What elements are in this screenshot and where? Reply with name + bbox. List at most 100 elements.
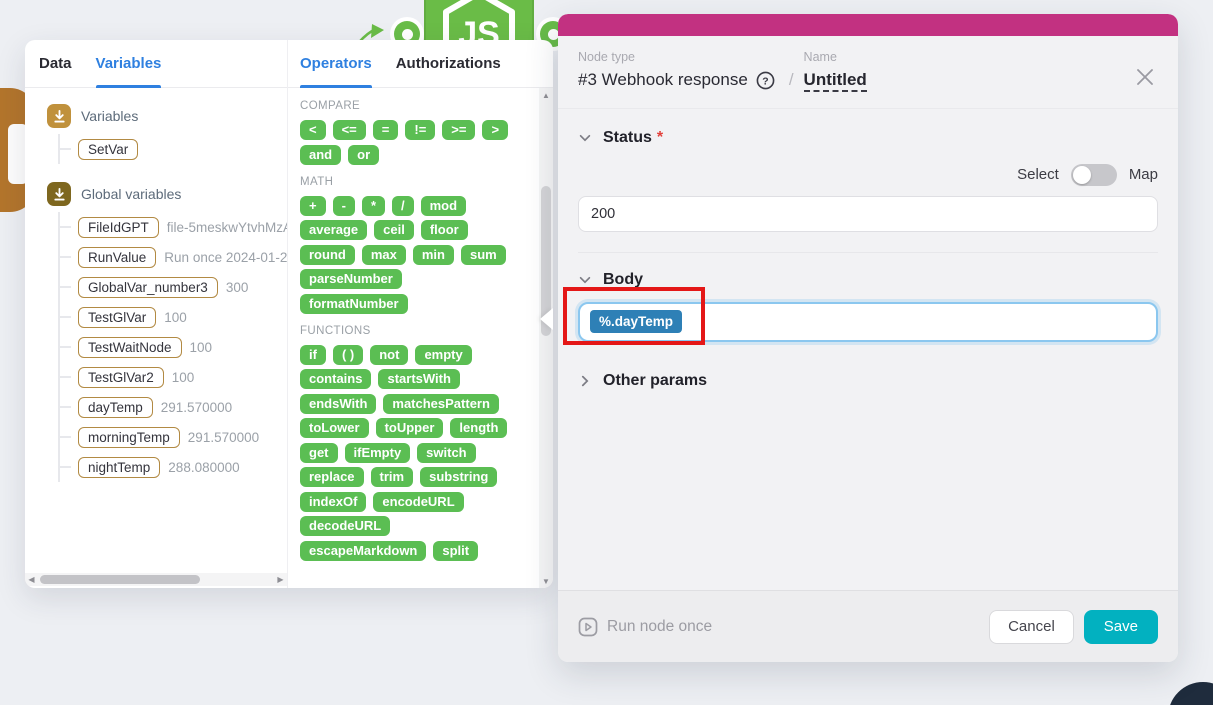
body-input[interactable]: %.dayTemp (578, 301, 1158, 342)
inspector-header: Node type #3 Webhook response ? / Name U… (558, 36, 1178, 109)
operator-button[interactable]: length (450, 418, 508, 438)
tab-operators[interactable]: Operators (300, 40, 372, 88)
operator-button[interactable]: or (348, 144, 380, 165)
status-section-header[interactable]: Status * (578, 129, 1158, 147)
operator-button[interactable]: endsWith (300, 393, 377, 414)
operator-button[interactable]: toUpper (375, 418, 444, 438)
variable-value: 288.080000 (168, 459, 240, 475)
operator-button[interactable]: sum (460, 244, 506, 265)
scroll-left-icon[interactable]: ◀ (28, 575, 35, 584)
operator-button[interactable]: != (405, 120, 436, 140)
operator-button[interactable]: round (300, 244, 355, 265)
operator-button[interactable]: contains (300, 369, 372, 389)
operator-button[interactable]: escapeMarkdown (300, 540, 427, 561)
toggle-knob (1072, 165, 1091, 184)
operator-button[interactable]: ceil (374, 220, 414, 240)
operator-button[interactable]: indexOf (300, 491, 367, 512)
vscroll-thumb[interactable] (541, 186, 551, 336)
operator-button[interactable]: formatNumber (300, 293, 408, 314)
variable-chip[interactable]: FileIdGPT (78, 216, 159, 238)
operator-row: if ( ) not empty (300, 344, 539, 365)
scroll-up-icon[interactable]: ▲ (542, 90, 550, 100)
operator-button[interactable]: get (300, 442, 338, 463)
operator-button[interactable]: not (370, 344, 409, 365)
operator-button[interactable]: matchesPattern (383, 393, 499, 414)
operator-button[interactable]: = (372, 120, 399, 140)
operator-button[interactable]: empty (415, 344, 472, 365)
chat-bubble-button[interactable] (1168, 682, 1213, 705)
operator-button[interactable]: switch (417, 442, 476, 463)
separator: / (788, 70, 794, 89)
operator-button[interactable]: ifEmpty (344, 442, 411, 463)
tab-variables[interactable]: Variables (95, 40, 161, 88)
operator-button[interactable]: if (300, 344, 326, 365)
operator-button[interactable]: < (300, 120, 326, 140)
other-params-title: Other params (603, 371, 708, 389)
hscroll-track[interactable] (38, 573, 274, 586)
variable-chip[interactable]: TestGlVar (78, 306, 157, 328)
variable-chip[interactable]: TestWaitNode (78, 336, 182, 358)
operator-button[interactable]: > (482, 120, 509, 140)
operator-button[interactable]: <= (332, 120, 366, 140)
status-input[interactable] (578, 195, 1158, 232)
toggle-select-label[interactable]: Select (1017, 166, 1059, 184)
variable-group-header[interactable]: Variables (47, 104, 287, 128)
variable-chip[interactable]: TestGlVar2 (78, 366, 164, 388)
operator-button[interactable]: encodeURL (373, 491, 464, 512)
operator-button[interactable]: startsWith (378, 369, 460, 389)
close-icon[interactable] (1134, 66, 1156, 88)
cancel-button[interactable]: Cancel (989, 609, 1074, 644)
operator-button[interactable]: min (412, 244, 454, 265)
variable-group-children: FileIdGPT file-5meskwYtvhMzAh RunValue Run … (58, 212, 287, 482)
scroll-right-icon[interactable]: ▶ (277, 575, 284, 584)
variable-value: 291.570000 (187, 429, 260, 445)
variable-chip[interactable]: GlobalVar_number3 (78, 276, 218, 298)
operator-button[interactable]: * (361, 195, 385, 216)
variable-chip[interactable]: SetVar (78, 138, 139, 160)
tab-data[interactable]: Data (39, 55, 72, 72)
vscroll-track[interactable] (539, 102, 553, 574)
operator-button[interactable]: split (433, 540, 479, 561)
operators-list: COMPARE < <= = != >= > and or MATH + - * / mod average c… (287, 88, 539, 588)
panel-collapse-handle[interactable] (540, 308, 553, 330)
select-map-toggle[interactable] (1070, 163, 1117, 186)
operator-button[interactable]: parseNumber (300, 269, 402, 289)
operator-button[interactable]: - (332, 195, 355, 216)
variable-chip[interactable]: nightTemp (78, 456, 161, 478)
toggle-map-label[interactable]: Map (1128, 166, 1158, 184)
variable-chip[interactable]: dayTemp (78, 396, 153, 418)
operator-row: average ceil floor (300, 220, 539, 240)
variable-chip[interactable]: morningTemp (78, 426, 180, 448)
operator-button[interactable]: max (361, 244, 406, 265)
operator-button[interactable]: decodeURL (300, 516, 391, 536)
operator-button[interactable]: replace (300, 467, 364, 487)
inspector-footer: Run node once Cancel Save (558, 590, 1178, 662)
hscroll-thumb[interactable] (40, 575, 200, 584)
operator-button[interactable]: trim (370, 467, 414, 487)
node-name-value[interactable]: Untitled (803, 70, 867, 92)
variable-row: TestGlVar 100 (60, 302, 287, 332)
vertical-scrollbar[interactable]: ▲ ▼ (539, 88, 553, 588)
operator-button[interactable]: >= (442, 120, 476, 140)
save-button[interactable]: Save (1083, 609, 1158, 644)
other-params-section-header[interactable]: Other params (578, 372, 1158, 390)
variable-group-header[interactable]: Global variables (47, 182, 287, 206)
operator-button[interactable]: ( ) (332, 344, 364, 365)
body-section-header[interactable]: Body (578, 271, 1158, 289)
variable-token-chip[interactable]: %.dayTemp (590, 310, 683, 334)
horizontal-scrollbar[interactable]: ◀ ▶ (25, 573, 287, 586)
operator-button[interactable]: + (300, 195, 326, 216)
variable-chip[interactable]: RunValue (78, 246, 157, 268)
operator-button[interactable]: average (300, 220, 368, 240)
operator-button[interactable]: floor (420, 220, 468, 240)
operator-button[interactable]: substring (420, 467, 498, 487)
scroll-down-icon[interactable]: ▼ (542, 576, 550, 586)
tab-authorizations[interactable]: Authorizations (395, 55, 501, 72)
operator-button[interactable]: toLower (300, 418, 369, 438)
operator-row: get ifEmpty switch (300, 442, 539, 463)
run-node-once-button[interactable]: Run node once (578, 617, 712, 637)
help-icon[interactable]: ? (756, 71, 775, 90)
operator-button[interactable]: and (300, 144, 342, 165)
operator-button[interactable]: mod (420, 195, 467, 216)
operator-button[interactable]: / (392, 195, 414, 216)
